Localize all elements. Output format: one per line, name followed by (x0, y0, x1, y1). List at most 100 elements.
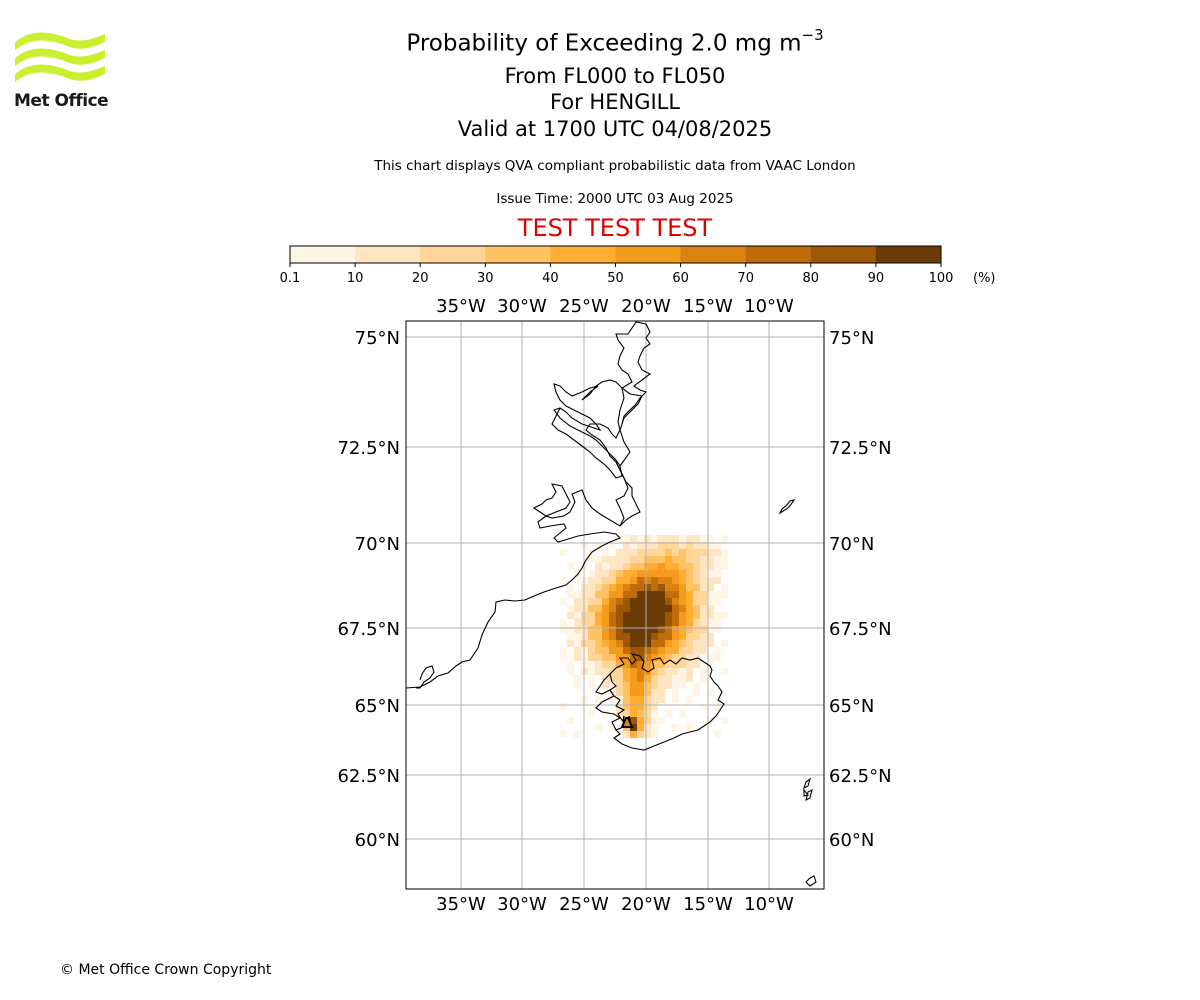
colorbar-tick-label: 80 (803, 271, 820, 286)
plume-cell (686, 605, 693, 612)
plume-cell (658, 584, 665, 591)
plume-cell (574, 654, 581, 661)
plume-cell (595, 577, 602, 584)
plume-cell (637, 563, 644, 570)
plume-cell (672, 612, 679, 619)
plume-cell (588, 710, 595, 717)
valid-time: Valid at 1700 UTC 04/08/2025 (457, 117, 773, 141)
plume-cell (616, 675, 623, 682)
plume-cell (602, 661, 609, 668)
plume-cell (679, 675, 686, 682)
plume-cell (721, 717, 728, 724)
plume-cell (616, 591, 623, 598)
plume-cell (693, 577, 700, 584)
plume-cell (707, 689, 714, 696)
plume-cell (644, 549, 651, 556)
plume-cell (707, 633, 714, 640)
met-office-logo-text: Met Office (14, 91, 109, 111)
plume-cell (623, 731, 630, 738)
plume-cell (588, 668, 595, 675)
plume-cell (630, 605, 637, 612)
plume-cell (714, 563, 721, 570)
plume-cell (679, 549, 686, 556)
plume-cell (672, 549, 679, 556)
plume-cell (616, 598, 623, 605)
plume-cell (721, 591, 728, 598)
plume-cell (560, 619, 567, 626)
plume-cell (714, 577, 721, 584)
lat-label-right: 60°N (829, 830, 874, 851)
plume-cell (672, 661, 679, 668)
plume-cell (665, 626, 672, 633)
plume-cell (693, 542, 700, 549)
plume-cell (644, 703, 651, 710)
plume-cell (693, 570, 700, 577)
colorbar-cell (485, 246, 551, 263)
plume-cell (630, 549, 637, 556)
plume-cell (637, 612, 644, 619)
met-office-logo-waves (15, 32, 105, 82)
plume-cell (658, 619, 665, 626)
plume-cell (567, 668, 574, 675)
plume-cell (574, 626, 581, 633)
plume-cell (693, 535, 700, 542)
plume-cell (637, 619, 644, 626)
plume-cell (602, 654, 609, 661)
plume-cell (616, 703, 623, 710)
plume-cell (567, 605, 574, 612)
plume-cell (707, 549, 714, 556)
plume-cell (602, 598, 609, 605)
plume-cell (602, 563, 609, 570)
plume-cell (665, 661, 672, 668)
plume-cell (588, 640, 595, 647)
plume-cell (567, 584, 574, 591)
plume-cell (630, 619, 637, 626)
plume-cell (686, 661, 693, 668)
plume-cell (595, 563, 602, 570)
plume-cell (630, 647, 637, 654)
plume-cell (595, 584, 602, 591)
plume-cell (616, 668, 623, 675)
plume-cell (637, 647, 644, 654)
plume-cell (616, 647, 623, 654)
iceland-westfjords-coast (595, 673, 622, 731)
plume-cell (707, 563, 714, 570)
plume-cell (588, 661, 595, 668)
plume-cell (714, 626, 721, 633)
plume-cell (623, 661, 630, 668)
plume-cell (672, 626, 679, 633)
plume-cell (588, 682, 595, 689)
plume-cell (637, 731, 644, 738)
plume-cell (672, 647, 679, 654)
plume-cell (602, 682, 609, 689)
plume-cell (658, 682, 665, 689)
plume-cell (658, 577, 665, 584)
colorbar-tick-label: 30 (477, 271, 494, 286)
plume-cell (602, 605, 609, 612)
plume-cell (679, 633, 686, 640)
plume-cell (658, 668, 665, 675)
plume-cell (714, 619, 721, 626)
plume-cell (651, 682, 658, 689)
lat-label-right: 70°N (829, 534, 874, 555)
plume-cell (644, 612, 651, 619)
plume-cell (630, 633, 637, 640)
plume-cell (574, 591, 581, 598)
plume-cell (616, 577, 623, 584)
colorbar-tick-label: 40 (542, 271, 559, 286)
plume-cell (595, 619, 602, 626)
plume-cell (644, 724, 651, 731)
plume-cell (616, 682, 623, 689)
lat-label-left: 72.5°N (337, 438, 400, 459)
plume-cell (588, 647, 595, 654)
plume-cell (700, 549, 707, 556)
plume-cell (665, 563, 672, 570)
plume-cell (679, 535, 686, 542)
plume-cell (630, 542, 637, 549)
colorbar-unit: (%) (973, 271, 996, 286)
plume-cell (574, 598, 581, 605)
plume-cell (616, 626, 623, 633)
plume-cell (602, 619, 609, 626)
plume-cell (651, 542, 658, 549)
plume-cell (672, 584, 679, 591)
